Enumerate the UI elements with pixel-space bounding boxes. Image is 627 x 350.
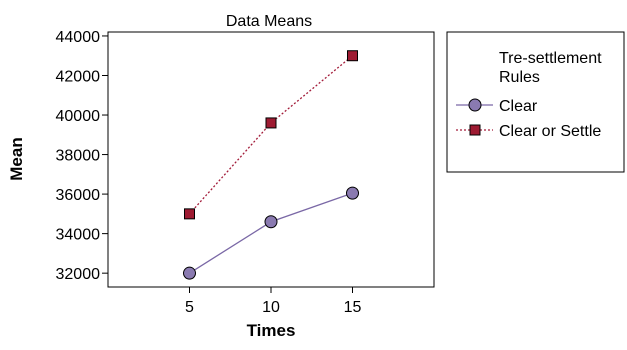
x-tick-label: 10	[262, 299, 280, 316]
legend-title-line-2: Rules	[499, 69, 540, 86]
x-axis-label: Times	[247, 321, 296, 340]
legend-box	[446, 31, 625, 173]
legend-label: Clear	[499, 98, 538, 115]
series-line-clear-or-settle	[189, 55, 353, 215]
data-point-clear-or-settle	[184, 208, 195, 220]
y-tick-label: 44000	[56, 29, 101, 46]
y-tick-label: 40000	[56, 108, 101, 125]
y-tick-label: 34000	[56, 227, 101, 244]
y-tick-label: 32000	[56, 266, 101, 283]
legend-entries: Clear Clear or Settle	[456, 98, 601, 140]
x-tick-label: 15	[344, 299, 362, 316]
y-axis-label: Mean	[7, 137, 26, 180]
data-point-clear	[264, 215, 278, 229]
legend: Tre-settlement Rules Clear Clear or Settl…	[446, 31, 625, 173]
x-tick-label: 5	[185, 299, 194, 316]
y-tick-label: 36000	[56, 187, 101, 204]
y-axis: 32000 34000 36000 38000 40000 42000 44000	[56, 29, 108, 283]
legend-title-line-1: Tre-settlement	[499, 50, 602, 67]
data-point-clear-or-settle	[347, 50, 358, 62]
x-axis: 5 10 15	[185, 287, 362, 316]
data-point-clear	[346, 186, 359, 200]
data-point-clear-or-settle	[265, 117, 277, 129]
legend-marker	[468, 98, 482, 112]
series-layer	[183, 50, 359, 280]
data-point-clear	[183, 266, 196, 280]
y-tick-label: 38000	[56, 148, 101, 165]
legend-label: Clear or Settle	[499, 123, 601, 140]
series-line-clear	[189, 192, 353, 274]
y-tick-label: 42000	[56, 68, 101, 85]
chart-title: Data Means	[226, 13, 312, 30]
plot-area	[107, 31, 435, 288]
legend-marker	[469, 124, 481, 136]
